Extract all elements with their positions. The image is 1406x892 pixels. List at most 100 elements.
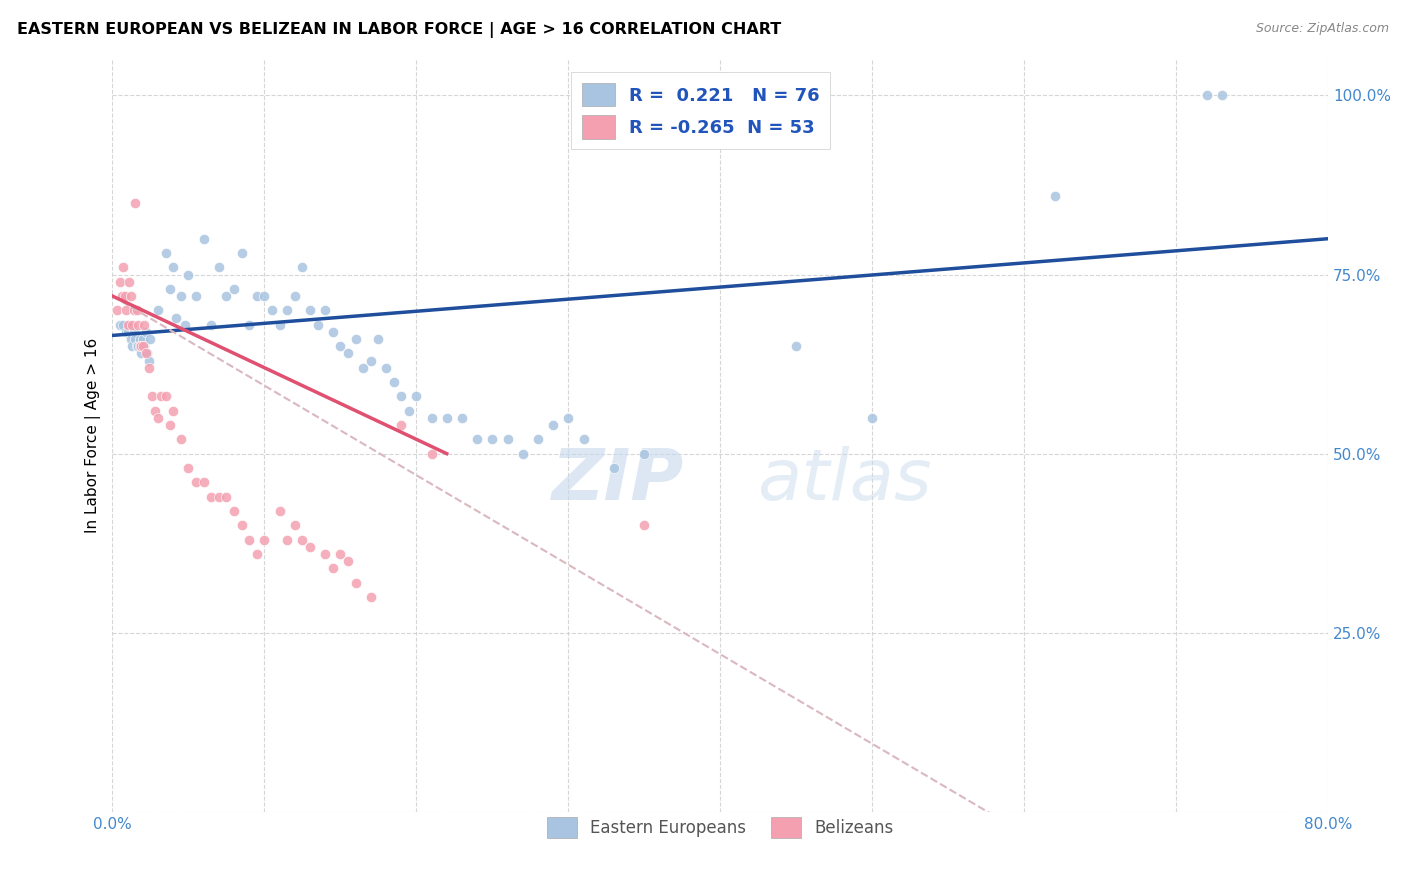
Point — [269, 318, 291, 332]
Point — [134, 318, 156, 332]
Point — [344, 332, 367, 346]
Point — [398, 403, 420, 417]
Point — [143, 403, 166, 417]
Point — [360, 590, 382, 604]
Point — [110, 289, 132, 303]
Point — [150, 389, 173, 403]
Point — [1195, 88, 1218, 103]
Legend: Eastern Europeans, Belizeans: Eastern Europeans, Belizeans — [540, 810, 900, 845]
Point — [193, 232, 215, 246]
Point — [276, 303, 298, 318]
Point — [465, 433, 488, 447]
Point — [162, 403, 184, 417]
Point — [420, 447, 443, 461]
Point — [124, 195, 146, 210]
Point — [208, 260, 231, 275]
Point — [253, 533, 276, 547]
Point — [298, 303, 321, 318]
Point — [603, 461, 626, 475]
Point — [557, 410, 579, 425]
Point — [115, 325, 138, 339]
Point — [124, 332, 146, 346]
Point — [222, 282, 245, 296]
Point — [336, 554, 359, 568]
Point — [222, 504, 245, 518]
Point — [238, 318, 260, 332]
Point — [579, 88, 602, 103]
Point — [633, 518, 655, 533]
Text: EASTERN EUROPEAN VS BELIZEAN IN LABOR FORCE | AGE > 16 CORRELATION CHART: EASTERN EUROPEAN VS BELIZEAN IN LABOR FO… — [17, 22, 782, 38]
Point — [193, 475, 215, 490]
Point — [512, 447, 534, 461]
Point — [785, 339, 807, 353]
Point — [127, 339, 149, 353]
Point — [184, 475, 207, 490]
Point — [114, 289, 136, 303]
Point — [129, 339, 152, 353]
Point — [260, 303, 283, 318]
Point — [177, 268, 200, 282]
Point — [336, 346, 359, 360]
Point — [132, 332, 155, 346]
Point — [382, 375, 405, 389]
Point — [128, 332, 150, 346]
Text: ZIP: ZIP — [551, 446, 683, 516]
Point — [159, 282, 181, 296]
Point — [436, 410, 458, 425]
Point — [291, 260, 314, 275]
Point — [165, 310, 187, 325]
Point — [572, 433, 595, 447]
Point — [177, 461, 200, 475]
Point — [389, 389, 412, 403]
Point — [496, 433, 519, 447]
Point — [108, 275, 131, 289]
Point — [269, 504, 291, 518]
Point — [125, 339, 148, 353]
Point — [322, 561, 344, 575]
Point — [125, 303, 148, 318]
Text: atlas: atlas — [756, 446, 931, 516]
Point — [118, 318, 141, 332]
Point — [134, 339, 156, 353]
Point — [284, 518, 307, 533]
Point — [215, 490, 238, 504]
Point — [117, 325, 139, 339]
Point — [121, 318, 143, 332]
Point — [231, 246, 253, 260]
Point — [1211, 88, 1233, 103]
Point — [208, 490, 231, 504]
Point — [174, 318, 197, 332]
Point — [284, 289, 307, 303]
Point — [375, 360, 398, 375]
Point — [329, 339, 352, 353]
Point — [352, 360, 374, 375]
Point — [138, 353, 160, 368]
Point — [314, 303, 336, 318]
Point — [112, 318, 135, 332]
Point — [246, 547, 269, 561]
Point — [132, 339, 155, 353]
Point — [135, 325, 157, 339]
Point — [389, 417, 412, 432]
Point — [105, 303, 128, 318]
Point — [128, 339, 150, 353]
Point — [298, 540, 321, 554]
Point — [121, 339, 143, 353]
Point — [215, 289, 238, 303]
Point — [322, 325, 344, 339]
Point — [253, 289, 276, 303]
Point — [246, 289, 269, 303]
Point — [146, 410, 169, 425]
Point — [115, 303, 138, 318]
Point — [155, 389, 177, 403]
Point — [1043, 188, 1066, 202]
Point — [122, 303, 145, 318]
Point — [135, 346, 157, 360]
Point — [291, 533, 314, 547]
Point — [159, 417, 181, 432]
Point — [170, 289, 193, 303]
Point — [200, 318, 222, 332]
Point — [118, 275, 141, 289]
Point — [344, 575, 367, 590]
Point — [108, 318, 131, 332]
